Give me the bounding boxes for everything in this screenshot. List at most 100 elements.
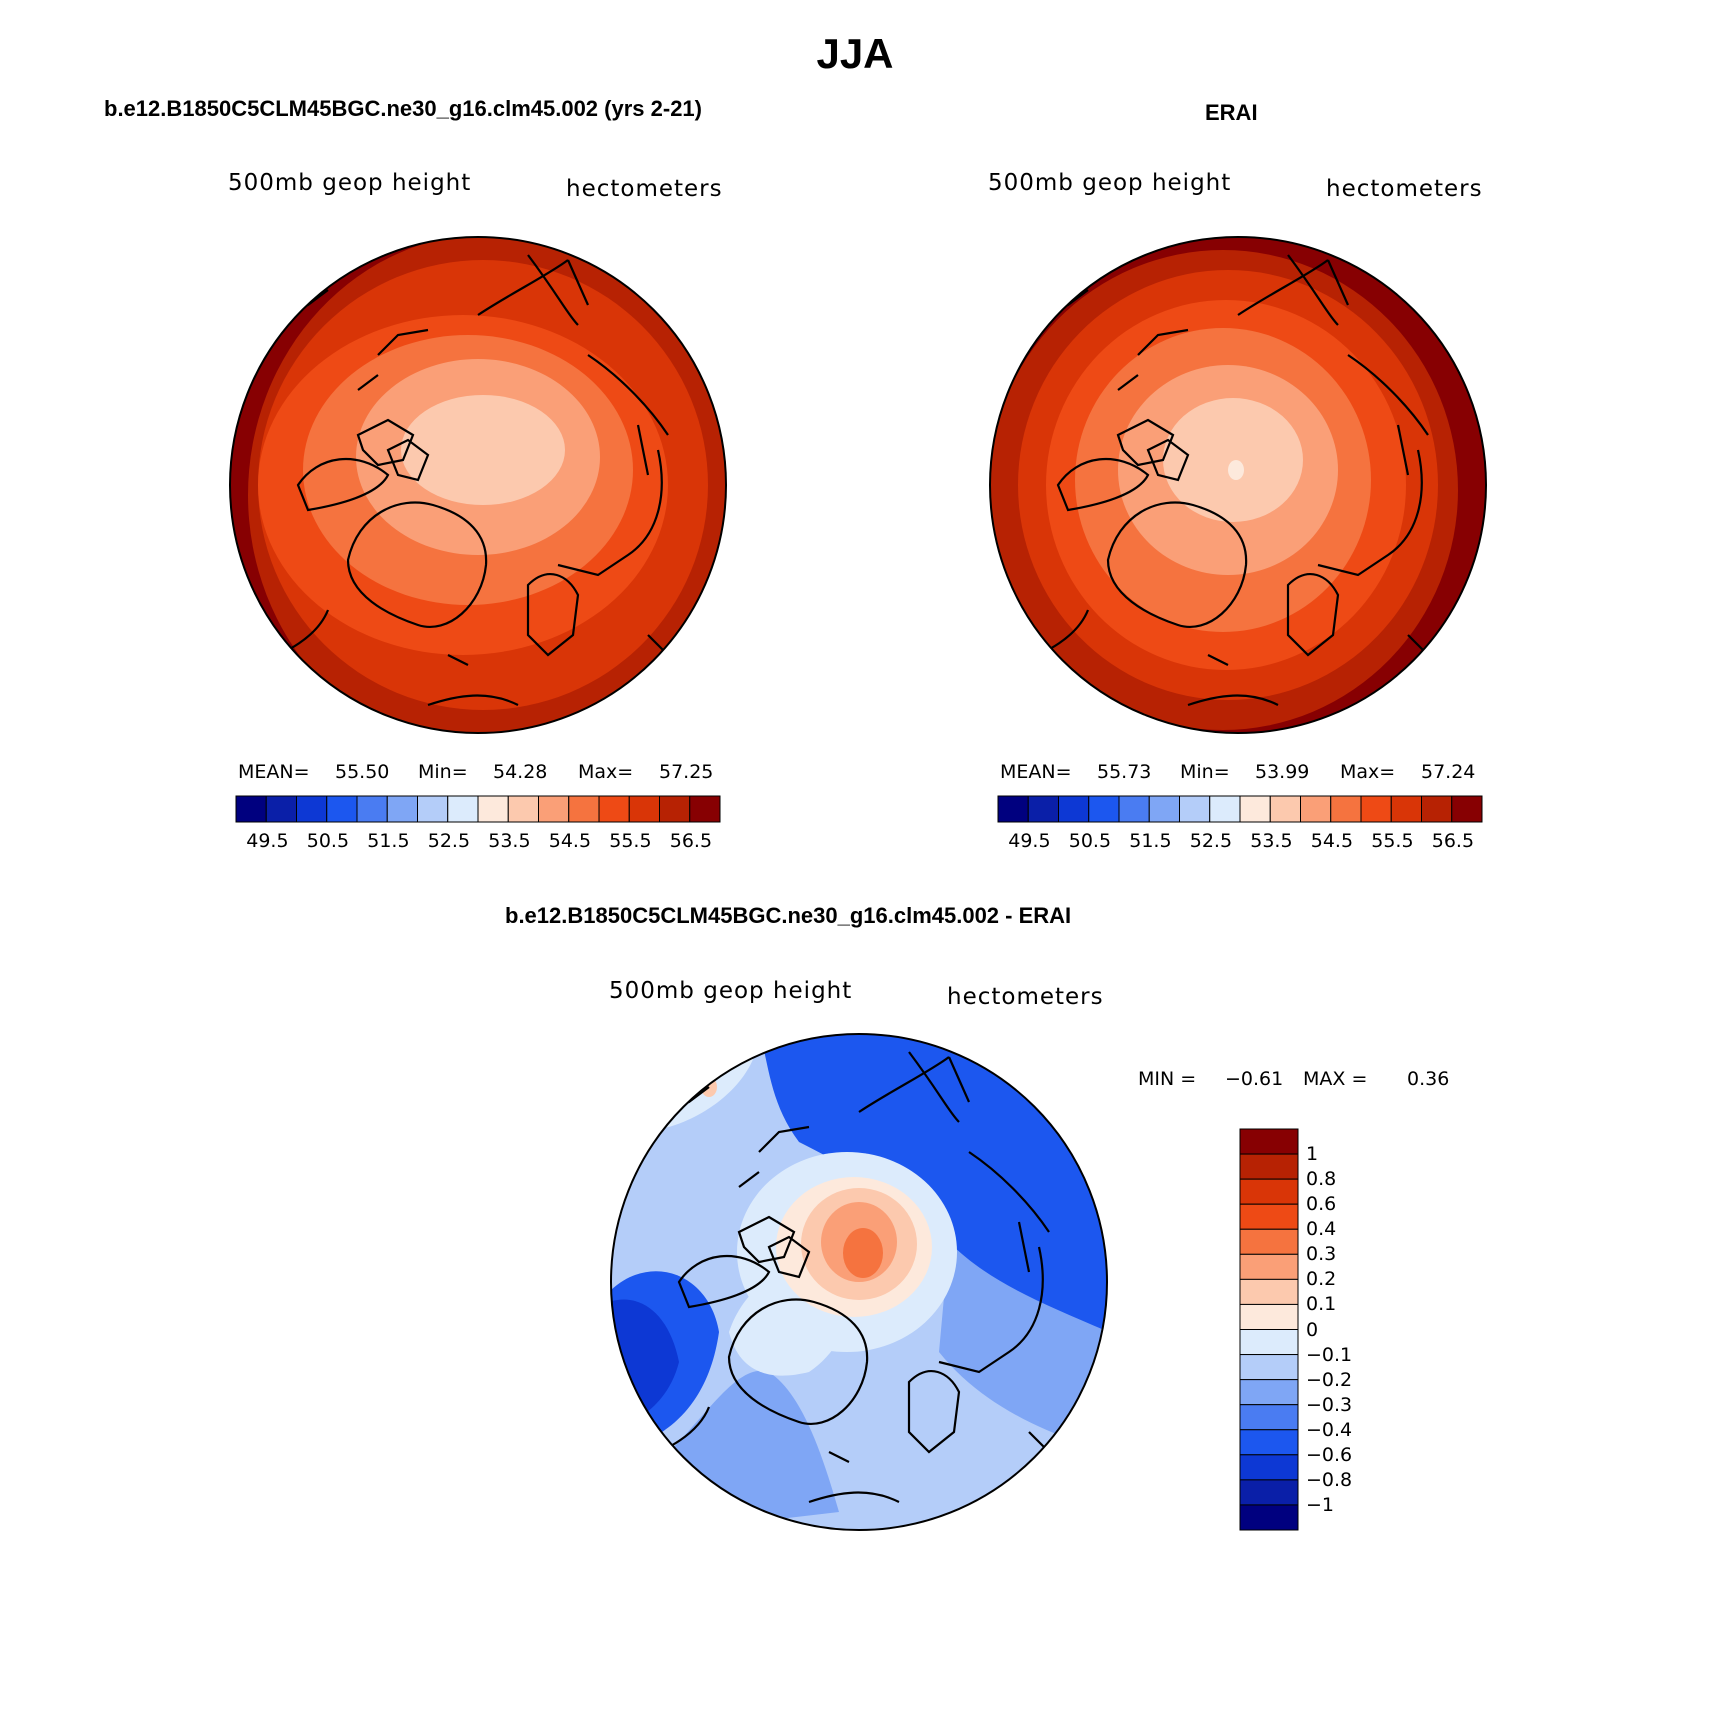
obs-contour-535 bbox=[1163, 398, 1303, 522]
diff-map-border bbox=[610, 1033, 1108, 1531]
model-max-value: 57.25 bbox=[659, 761, 714, 783]
diff-colorbar-swatch bbox=[1239, 1178, 1299, 1205]
diff-colorbar-tick-label: 0.4 bbox=[1306, 1218, 1337, 1241]
obs-colorbar-swatch bbox=[1360, 795, 1392, 823]
model-colorbar bbox=[235, 795, 721, 823]
model-colorbar-swatch bbox=[417, 795, 449, 823]
obs-colorbar-swatch bbox=[1239, 795, 1271, 823]
obs-panel-title: ERAI bbox=[1205, 100, 1258, 125]
diff-colorbar-swatch bbox=[1239, 1354, 1299, 1381]
model-colorbar-swatch bbox=[538, 795, 570, 823]
model-colorbar-swatch bbox=[507, 795, 539, 823]
diff-colorbar-tick-label: 0.6 bbox=[1306, 1193, 1337, 1216]
obs-colorbar-tick-label: 53.5 bbox=[1250, 830, 1293, 852]
diff-colorbar-tick-label: 0.8 bbox=[1306, 1168, 1337, 1191]
obs-colorbar-swatch bbox=[997, 795, 1029, 823]
model-contour-535 bbox=[401, 395, 565, 505]
obs-colorbar bbox=[997, 795, 1483, 823]
figure-title: JJA bbox=[816, 30, 894, 77]
diff-colorbar-ticks: 1 0.8 0.6 0.4 0.3 0.2 0.1 0 −0.1 −0.2 −0.3 −0.4 −0.6… bbox=[1306, 1129, 1386, 1530]
obs-colorbar-tick-label: 56.5 bbox=[1431, 830, 1475, 852]
model-colorbar-swatch bbox=[235, 795, 267, 823]
model-colorbar-tick-label: 54.5 bbox=[548, 830, 592, 852]
obs-max-value: 57.24 bbox=[1421, 761, 1476, 783]
obs-colorbar-swatch bbox=[1390, 795, 1422, 823]
obs-colorbar-swatch bbox=[1027, 795, 1059, 823]
diff-contour-pos04 bbox=[843, 1228, 883, 1278]
model-mean-value: 55.50 bbox=[335, 761, 390, 783]
model-colorbar-swatch bbox=[689, 795, 721, 823]
obs-max-label: Max= bbox=[1340, 761, 1396, 783]
obs-colorbar-swatch bbox=[1088, 795, 1120, 823]
diff-colorbar-swatch bbox=[1239, 1429, 1299, 1456]
model-panel-title: b.e12.B1850C5CLM45BGC.ne30_g16.clm45.002… bbox=[104, 96, 702, 121]
obs-colorbar-tick-label: 55.5 bbox=[1371, 830, 1414, 852]
obs-colorbar-ticks: 49.5 50.5 51.5 52.5 53.5 54.5 55.5 56.5 bbox=[998, 830, 1482, 854]
diff-colorbar-tick-label: 0.2 bbox=[1306, 1268, 1337, 1291]
diff-max-label: MAX = bbox=[1303, 1068, 1368, 1090]
obs-colorbar-swatch bbox=[1209, 795, 1241, 823]
diff-colorbar-swatch bbox=[1239, 1329, 1299, 1356]
model-colorbar-swatch bbox=[296, 795, 328, 823]
diff-colorbar-tick-label: 1 bbox=[1306, 1143, 1319, 1166]
model-colorbar-tick-label: 52.5 bbox=[427, 830, 471, 852]
diff-colorbar-swatch bbox=[1239, 1203, 1299, 1230]
model-colorbar-ticks: 49.5 50.5 51.5 52.5 53.5 54.5 55.5 56.5 bbox=[236, 830, 720, 854]
diff-colorbar-tick-label: −1 bbox=[1306, 1493, 1335, 1516]
obs-contour-530 bbox=[1228, 460, 1244, 480]
model-colorbar-swatch bbox=[477, 795, 509, 823]
model-colorbar-swatch bbox=[659, 795, 691, 823]
model-units-label: hectometers bbox=[566, 176, 723, 202]
model-colorbar-swatch bbox=[356, 795, 388, 823]
obs-colorbar-swatch bbox=[1148, 795, 1180, 823]
diff-min-label: MIN = bbox=[1138, 1068, 1197, 1090]
obs-polar-map bbox=[989, 236, 1487, 734]
model-colorbar-swatch bbox=[568, 795, 600, 823]
diff-colorbar-swatch bbox=[1239, 1504, 1299, 1531]
model-min-value: 54.28 bbox=[493, 761, 548, 783]
obs-colorbar-swatch bbox=[1451, 795, 1483, 823]
model-mean-label: MEAN= bbox=[238, 761, 310, 783]
obs-colorbar-tick-label: 51.5 bbox=[1129, 830, 1172, 852]
diff-colorbar-swatch bbox=[1239, 1128, 1299, 1155]
diff-colorbar-tick-label: −0.4 bbox=[1306, 1418, 1353, 1441]
diff-colorbar-swatch bbox=[1239, 1454, 1299, 1481]
diff-colorbar-tick-label: 0.3 bbox=[1306, 1243, 1337, 1266]
model-colorbar-swatch bbox=[265, 795, 297, 823]
obs-colorbar-swatch bbox=[1179, 795, 1211, 823]
diff-colorbar-tick-label: −0.6 bbox=[1306, 1443, 1353, 1466]
diff-colorbar-tick-label: −0.3 bbox=[1306, 1393, 1353, 1416]
obs-colorbar-tick-label: 50.5 bbox=[1068, 830, 1112, 852]
obs-units-label: hectometers bbox=[1326, 176, 1483, 202]
obs-colorbar-tick-label: 49.5 bbox=[1008, 830, 1051, 852]
model-colorbar-tick-label: 55.5 bbox=[609, 830, 652, 852]
diff-colorbar-tick-label: 0 bbox=[1306, 1318, 1319, 1341]
diff-colorbar-swatch bbox=[1239, 1253, 1299, 1280]
obs-colorbar-swatch bbox=[1330, 795, 1362, 823]
diff-panel-title: b.e12.B1850C5CLM45BGC.ne30_g16.clm45.002… bbox=[505, 903, 1072, 928]
model-colorbar-tick-label: 51.5 bbox=[367, 830, 410, 852]
model-coastlines bbox=[247, 254, 689, 707]
model-colorbar-tick-label: 49.5 bbox=[246, 830, 289, 852]
model-colorbar-swatch bbox=[326, 795, 358, 823]
obs-colorbar-swatch bbox=[1058, 795, 1090, 823]
diff-colorbar-tick-label: −0.1 bbox=[1306, 1343, 1353, 1366]
diff-colorbar-swatch bbox=[1239, 1404, 1299, 1431]
obs-colorbar-swatch bbox=[1421, 795, 1453, 823]
diff-colorbar-swatch bbox=[1239, 1153, 1299, 1180]
obs-variable-label: 500mb geop height bbox=[988, 170, 1232, 196]
model-polar-map bbox=[229, 236, 727, 734]
diff-units-label: hectometers bbox=[947, 984, 1104, 1010]
obs-colorbar-swatch bbox=[1269, 795, 1301, 823]
model-max-label: Max= bbox=[578, 761, 634, 783]
diff-polar-map bbox=[610, 1033, 1108, 1531]
diff-colorbar-swatch bbox=[1239, 1379, 1299, 1406]
obs-map-border bbox=[989, 236, 1487, 734]
model-colorbar-swatch bbox=[598, 795, 630, 823]
diff-colorbar-swatch bbox=[1239, 1479, 1299, 1506]
diff-colorbar-tick-label: −0.8 bbox=[1306, 1468, 1353, 1491]
diff-colorbar-tick-label: −0.2 bbox=[1306, 1368, 1353, 1391]
diff-colorbar bbox=[1239, 1128, 1299, 1531]
model-colorbar-tick-label: 53.5 bbox=[488, 830, 531, 852]
diff-max-value: 0.36 bbox=[1407, 1068, 1450, 1090]
